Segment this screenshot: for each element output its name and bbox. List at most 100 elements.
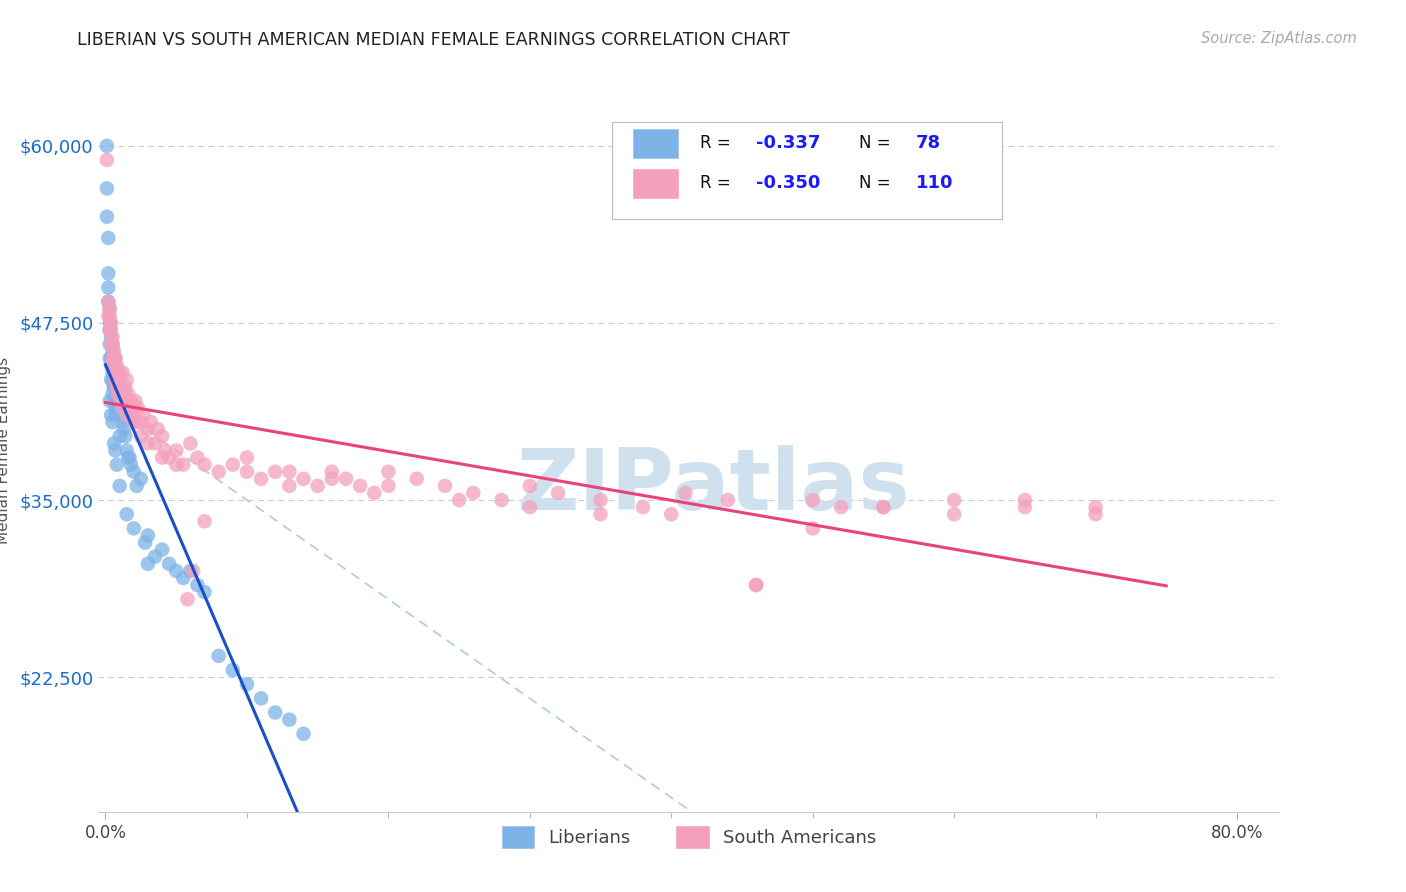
Point [112, 386, 135, 401]
Point [193, 458, 215, 472]
Point [103, 373, 125, 387]
Point [433, 479, 456, 493]
Point [108, 380, 131, 394]
Point [801, 521, 824, 535]
Point [181, 564, 204, 578]
Point [107, 380, 129, 394]
Point [321, 472, 343, 486]
Point [122, 401, 145, 415]
Point [105, 386, 128, 401]
Point [100, 337, 122, 351]
Point [115, 507, 138, 521]
Point [114, 380, 136, 394]
Text: 110: 110 [915, 174, 953, 192]
Point [136, 436, 159, 450]
Point [193, 514, 215, 528]
Point [104, 351, 127, 366]
Point [377, 465, 399, 479]
Point [179, 564, 201, 578]
Point [186, 578, 208, 592]
Point [108, 479, 131, 493]
Text: LIBERIAN VS SOUTH AMERICAN MEDIAN FEMALE EARNINGS CORRELATION CHART: LIBERIAN VS SOUTH AMERICAN MEDIAN FEMALE… [77, 31, 790, 49]
Y-axis label: Median Female Earnings: Median Female Earnings [0, 357, 11, 544]
Point [136, 422, 159, 436]
Point [129, 472, 152, 486]
Point [125, 415, 148, 429]
Point [872, 500, 894, 515]
Point [110, 408, 132, 422]
Point [107, 386, 129, 401]
Point [278, 465, 301, 479]
Point [98, 301, 121, 316]
Point [165, 443, 187, 458]
Point [127, 401, 149, 415]
Point [589, 493, 612, 508]
Point [1014, 500, 1036, 515]
Point [104, 373, 127, 387]
Point [101, 330, 124, 344]
FancyBboxPatch shape [612, 121, 1002, 219]
Point [103, 351, 125, 366]
Point [547, 486, 569, 500]
Point [292, 472, 315, 486]
Point [491, 493, 513, 508]
FancyBboxPatch shape [634, 169, 678, 198]
Point [143, 549, 166, 564]
Point [150, 450, 173, 465]
Point [1014, 493, 1036, 508]
Point [143, 436, 166, 450]
Point [115, 408, 138, 422]
Point [97, 294, 120, 309]
Point [278, 713, 301, 727]
Point [176, 592, 198, 607]
Point [872, 500, 894, 515]
Point [107, 393, 129, 408]
Point [115, 443, 138, 458]
Point [100, 359, 122, 373]
Point [101, 359, 124, 373]
Point [172, 571, 194, 585]
Point [111, 415, 134, 429]
Point [101, 386, 124, 401]
Point [125, 479, 148, 493]
Point [105, 401, 128, 415]
Point [97, 294, 120, 309]
Point [136, 557, 159, 571]
Point [114, 429, 136, 443]
Point [97, 309, 120, 323]
Point [112, 422, 135, 436]
Point [250, 691, 273, 706]
Text: N =: N = [859, 174, 896, 192]
Point [519, 500, 541, 515]
Point [101, 351, 124, 366]
Point [236, 465, 259, 479]
Point [115, 373, 138, 387]
Point [363, 486, 385, 500]
Point [830, 500, 852, 515]
Point [146, 422, 169, 436]
Point [335, 472, 357, 486]
Point [101, 366, 124, 380]
Point [104, 408, 127, 422]
Point [449, 493, 471, 508]
Point [118, 401, 141, 415]
Point [101, 337, 124, 351]
Text: R =: R = [700, 174, 735, 192]
Point [101, 344, 124, 359]
Point [150, 429, 173, 443]
Point [98, 337, 121, 351]
Point [659, 507, 682, 521]
Point [122, 521, 145, 535]
Point [264, 465, 287, 479]
Text: Source: ZipAtlas.com: Source: ZipAtlas.com [1201, 31, 1357, 46]
Point [101, 415, 124, 429]
Point [236, 677, 259, 691]
Point [264, 706, 287, 720]
FancyBboxPatch shape [634, 129, 678, 158]
Point [108, 401, 131, 415]
Point [98, 301, 121, 316]
Text: -0.350: -0.350 [756, 174, 821, 192]
Point [139, 415, 162, 429]
Point [321, 465, 343, 479]
Point [307, 479, 329, 493]
